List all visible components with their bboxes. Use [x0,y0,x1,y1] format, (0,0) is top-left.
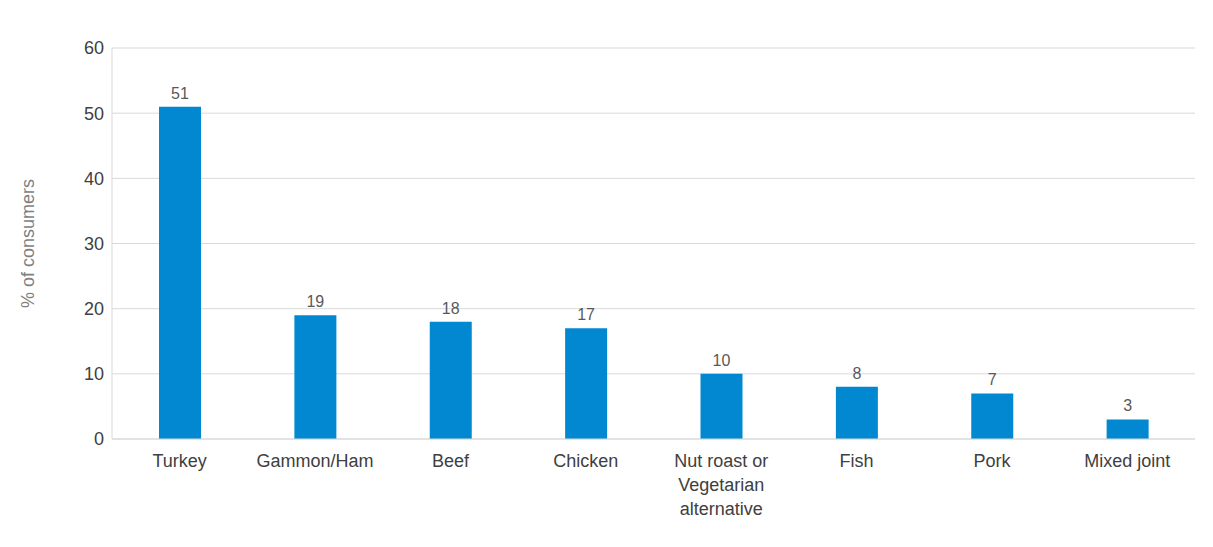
svg-text:51: 51 [171,85,189,102]
svg-text:Fish: Fish [840,451,874,471]
svg-text:Mixed joint: Mixed joint [1084,451,1170,471]
svg-text:40: 40 [84,169,104,189]
svg-text:Beef: Beef [432,451,470,471]
svg-text:50: 50 [84,104,104,124]
svg-text:30: 30 [84,234,104,254]
svg-text:Turkey: Turkey [153,451,207,471]
svg-text:17: 17 [577,306,595,323]
svg-text:% of consumers: % of consumers [18,179,38,308]
svg-text:Chicken: Chicken [553,451,618,471]
svg-text:7: 7 [988,371,997,388]
svg-text:20: 20 [84,299,104,319]
svg-text:3: 3 [1123,397,1132,414]
svg-text:Gammon/Ham: Gammon/Ham [257,451,374,471]
svg-text:60: 60 [84,38,104,58]
svg-text:0: 0 [94,429,104,449]
svg-text:19: 19 [306,293,324,310]
svg-text:10: 10 [713,352,731,369]
svg-text:10: 10 [84,364,104,384]
svg-text:18: 18 [442,300,460,317]
svg-text:8: 8 [852,365,861,382]
svg-text:Nut roast orVegetarianalternat: Nut roast orVegetarianalternative [674,451,768,519]
svg-text:Pork: Pork [973,451,1011,471]
